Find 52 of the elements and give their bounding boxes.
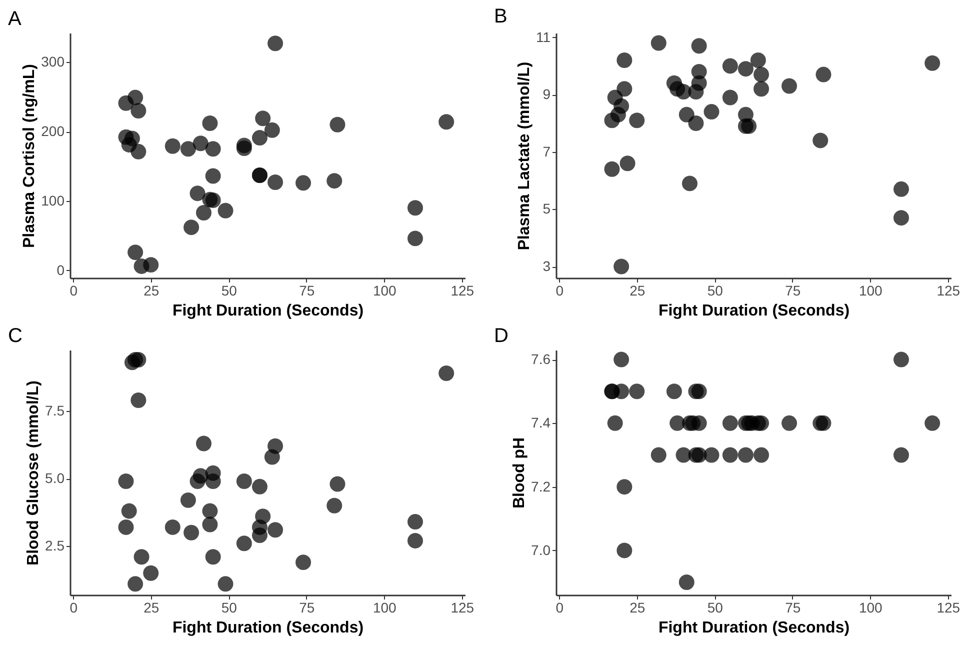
- chart-title: A: [8, 8, 22, 30]
- y-axis-title: Plasma Lactate (mmol/L): [516, 62, 533, 250]
- y-tick-label: 5: [542, 200, 551, 217]
- y-tick-label: 7.6: [531, 351, 551, 368]
- y-tick-label: 7.0: [531, 542, 551, 558]
- y-tick-label: 7: [542, 143, 551, 160]
- y-axis-title: Plasma Cortisol (ng/mL): [21, 64, 38, 248]
- x-axis-title: Fight Duration (Seconds): [658, 302, 850, 320]
- x-tick-label: 0: [556, 600, 564, 616]
- y-tick-label: 100: [41, 192, 65, 208]
- x-tick-label: 100: [372, 282, 397, 298]
- x-tick-label: 100: [858, 282, 883, 298]
- x-tick-label: 75: [785, 600, 801, 616]
- y-tick-label: 200: [41, 123, 65, 140]
- y-tick-label: 2.5: [45, 538, 65, 554]
- y-tick-label: 3: [542, 258, 551, 274]
- x-axis-title: Fight Duration (Seconds): [658, 620, 850, 636]
- y-axis-title: Blood pH: [511, 437, 528, 509]
- x-tick-label: 75: [785, 282, 801, 298]
- y-tick-label: 9: [542, 86, 551, 102]
- chart-title: D: [494, 325, 508, 347]
- x-tick-label: 125: [936, 600, 960, 616]
- x-tick-label: 25: [630, 600, 646, 616]
- x-tick-label: 0: [556, 282, 564, 298]
- y-tick-label: 7.4: [531, 414, 551, 431]
- x-tick-label: 0: [70, 600, 78, 616]
- y-tick-label: 300: [41, 54, 65, 70]
- y-tick-label: 0: [56, 262, 65, 278]
- x-axis-title: Fight Duration (Seconds): [172, 302, 364, 320]
- x-tick-label: 25: [144, 282, 160, 298]
- x-tick-label: 50: [221, 600, 238, 616]
- x-tick-label: 25: [630, 282, 646, 298]
- x-tick-label: 100: [858, 600, 883, 616]
- y-tick-label: 7.2: [531, 478, 551, 494]
- x-tick-label: 50: [221, 282, 238, 298]
- x-tick-label: 75: [299, 600, 315, 616]
- x-tick-label: 50: [707, 600, 724, 616]
- chart-title: B: [494, 5, 508, 28]
- y-tick-label: 11: [536, 28, 551, 45]
- x-tick-label: 0: [70, 282, 78, 298]
- x-tick-label: 125: [450, 600, 474, 616]
- x-axis-title: Fight Duration (Seconds): [172, 620, 364, 636]
- x-tick-label: 100: [372, 600, 397, 616]
- chart-title: C: [8, 325, 22, 347]
- y-tick-label: 5.0: [45, 470, 65, 486]
- x-tick-label: 25: [144, 600, 160, 616]
- x-tick-label: 125: [936, 282, 960, 298]
- y-axis-title: Blood Glucose (mmol/L): [25, 380, 42, 566]
- y-tick-label: 7.5: [45, 402, 65, 419]
- x-tick-label: 125: [450, 282, 474, 298]
- x-tick-label: 75: [299, 282, 315, 298]
- x-tick-label: 50: [707, 282, 724, 298]
